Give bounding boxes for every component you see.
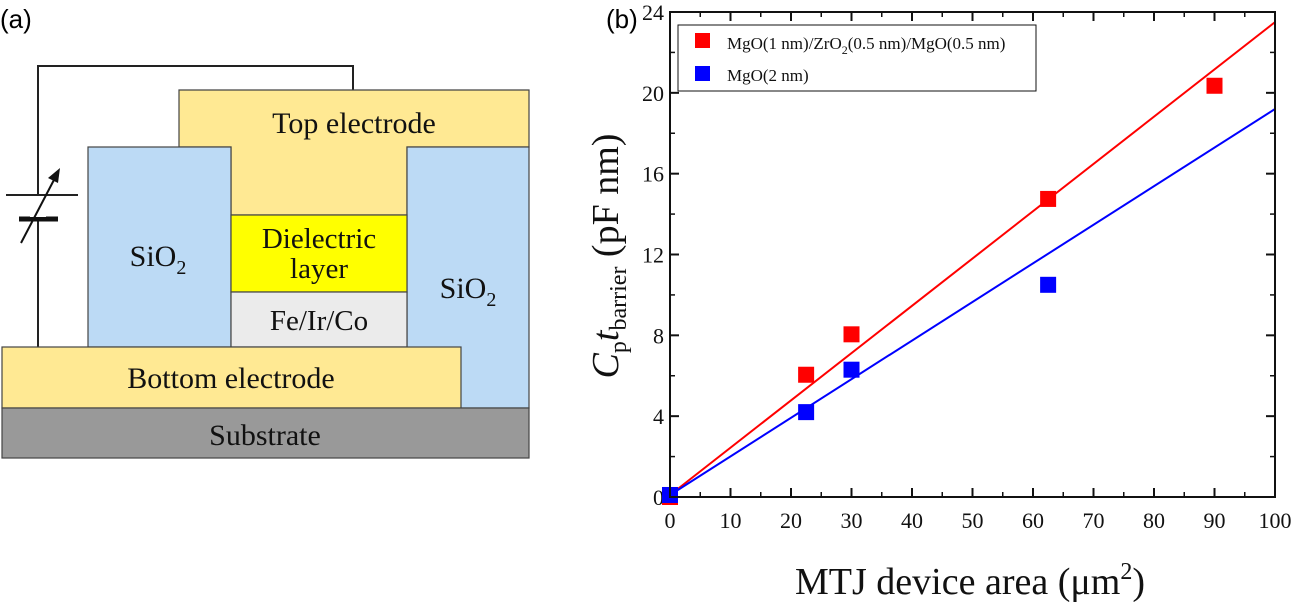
- y-tick-label: 8: [653, 323, 664, 348]
- x-tick-label: 60: [1022, 508, 1044, 533]
- y-tick-label: 0: [653, 485, 664, 510]
- ferromagnet-layer: [230, 291, 408, 348]
- data-point-series-1: [798, 366, 815, 383]
- x-tick-label: 80: [1143, 508, 1165, 533]
- substrate: [1, 407, 530, 459]
- plot-frame: [669, 11, 1276, 498]
- y-tick-label: 12: [642, 243, 664, 268]
- panel-label-a: (a): [0, 4, 32, 34]
- x-tick-label: 20: [780, 508, 802, 533]
- fit-line-series-2: [669, 108, 1276, 496]
- x-tick-label: 90: [1204, 508, 1226, 533]
- legend: MgO(1 nm)/ZrO2(0.5 nm)/MgO(0.5 nm) MgO(2…: [677, 24, 1037, 92]
- data-point-series-1: [843, 326, 860, 343]
- y-tick-label: 20: [642, 81, 664, 106]
- axis-ticks: 0 10 20 30 40 50 60 70 80 90 100 0 4 8 12 16 20 24: [642, 0, 1292, 533]
- data-points: [662, 77, 1223, 505]
- y-axis-label: Cptbarrier (pF nm): [585, 134, 632, 379]
- data-point-series-2: [798, 404, 815, 421]
- x-tick-label: 40: [901, 508, 923, 533]
- legend-marker-series-2: [695, 66, 710, 81]
- x-tick-label: 70: [1083, 508, 1105, 533]
- data-point-series-1: [1206, 77, 1223, 94]
- x-tick-label: 10: [720, 508, 742, 533]
- legend-label-series-2: MgO(2 nm): [727, 66, 809, 85]
- y-tick-label: 4: [653, 404, 664, 429]
- x-tick-label: 30: [841, 508, 863, 533]
- fit-line-series-1: [669, 21, 1276, 496]
- x-tick-label: 0: [665, 508, 676, 533]
- variable-capacitor-icon: [6, 168, 78, 244]
- x-tick-label: 100: [1259, 508, 1292, 533]
- sio2-left: [87, 146, 232, 348]
- dielectric-label-line1: Dielectric: [262, 223, 376, 255]
- ferromagnet-label: Fe/Ir/Co: [270, 305, 368, 337]
- fit-lines: [669, 21, 1276, 496]
- sio2-right-label: SiO2: [440, 272, 497, 311]
- bottom-electrode: [1, 346, 462, 409]
- legend-label-series-1: MgO(1 nm)/ZrO2(0.5 nm)/MgO(0.5 nm): [727, 34, 1005, 57]
- data-point-series-2: [843, 361, 860, 378]
- y-tick-label: 16: [642, 162, 664, 187]
- sio2-left-label: SiO2: [130, 240, 187, 279]
- bottom-electrode-label: Bottom electrode: [127, 362, 334, 395]
- y-tick-label: 24: [642, 0, 664, 25]
- x-axis-label: MTJ device area (μm2): [795, 559, 1145, 602]
- data-point-series-1: [1040, 190, 1057, 207]
- device-diagram: Top electrode SiO2 SiO2 Dielectric layer…: [1, 65, 530, 459]
- legend-box: [677, 24, 1037, 92]
- panel-label-b: (b): [606, 4, 638, 34]
- chart: 0 10 20 30 40 50 60 70 80 90 100 0 4 8 12 16 20 24 MgO(1 …: [585, 0, 1292, 602]
- dielectric-layer: [230, 214, 408, 293]
- data-point-series-2: [1040, 276, 1057, 293]
- legend-marker-series-1: [695, 33, 710, 48]
- dielectric-label-line2: layer: [290, 253, 348, 285]
- top-electrode-label: Top electrode: [272, 107, 436, 140]
- substrate-label: Substrate: [209, 419, 321, 452]
- x-tick-label: 50: [962, 508, 984, 533]
